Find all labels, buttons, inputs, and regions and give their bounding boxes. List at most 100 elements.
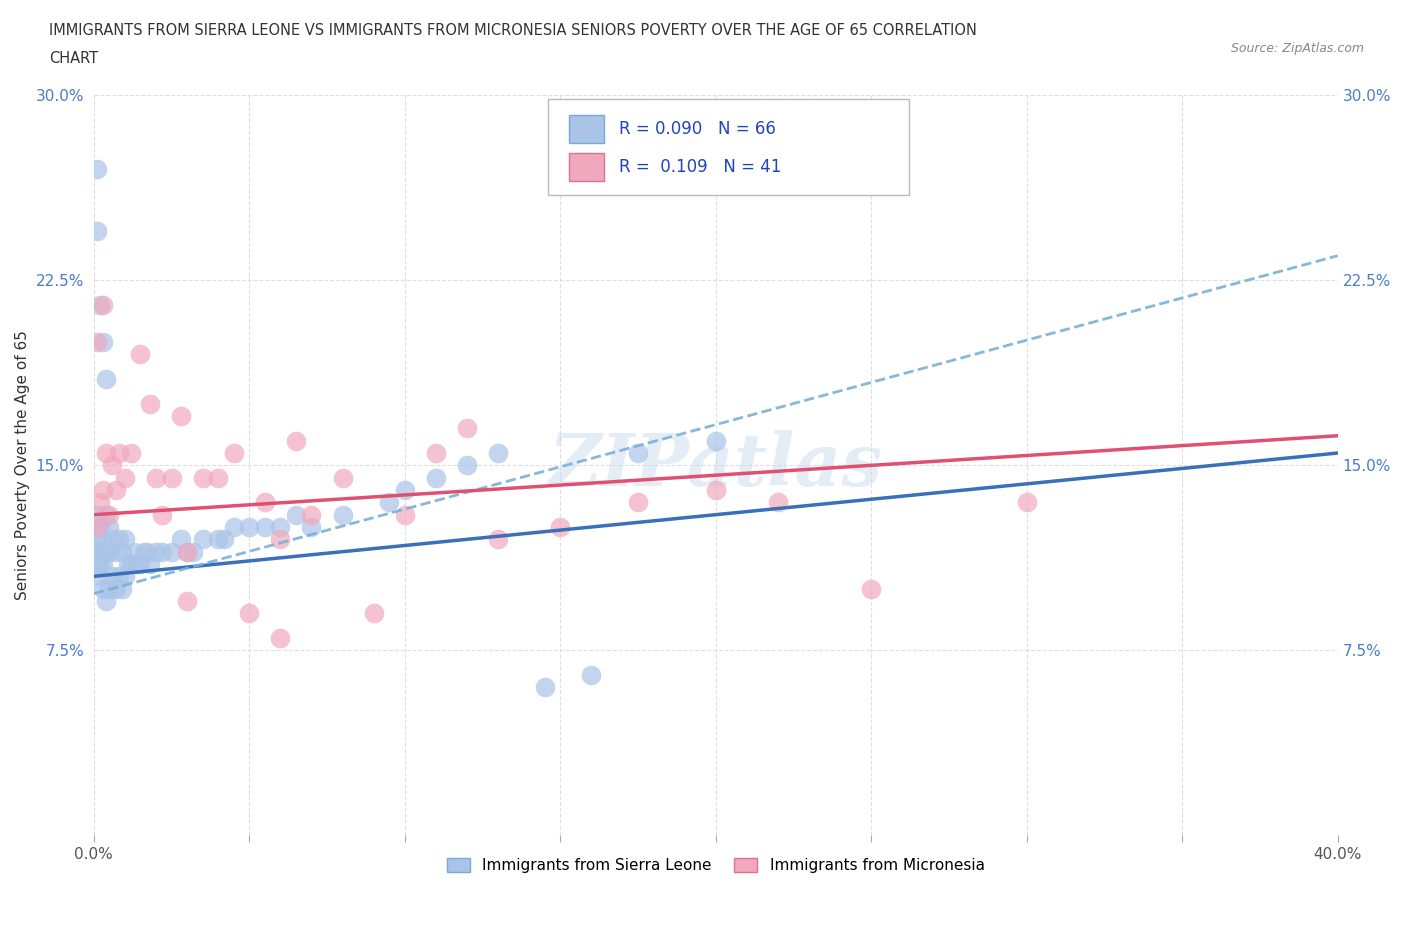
Point: [107, 445, 129, 460]
Point: [207, 471, 229, 485]
Point: [98, 507, 121, 522]
Point: [91, 298, 114, 312]
Point: [627, 495, 650, 510]
Point: [176, 544, 198, 559]
Point: [363, 606, 385, 621]
Point: [91, 483, 114, 498]
Point: [548, 520, 571, 535]
Point: [104, 581, 127, 596]
Point: [101, 458, 124, 472]
Point: [486, 532, 509, 547]
Point: [222, 445, 245, 460]
Point: [122, 544, 145, 559]
Point: [704, 483, 727, 498]
Point: [101, 532, 124, 547]
Point: [139, 556, 162, 571]
Point: [238, 606, 260, 621]
Y-axis label: Seniors Poverty Over the Age of 65: Seniors Poverty Over the Age of 65: [15, 330, 30, 600]
Point: [332, 507, 354, 522]
Point: [89, 544, 111, 559]
Point: [627, 445, 650, 460]
Point: [96, 544, 118, 559]
Point: [98, 520, 121, 535]
Point: [86, 335, 108, 350]
Point: [139, 396, 162, 411]
Point: [238, 520, 260, 535]
Point: [284, 507, 307, 522]
Point: [117, 556, 139, 571]
Point: [132, 544, 155, 559]
Point: [120, 556, 142, 571]
Point: [766, 495, 789, 510]
Point: [120, 445, 142, 460]
Point: [269, 631, 291, 645]
Point: [101, 569, 124, 584]
FancyBboxPatch shape: [548, 100, 908, 195]
Point: [176, 544, 198, 559]
Point: [114, 471, 136, 485]
Point: [98, 581, 121, 596]
Point: [176, 593, 198, 608]
Point: [145, 471, 167, 485]
Point: [89, 569, 111, 584]
Point: [104, 544, 127, 559]
Point: [127, 556, 149, 571]
Point: [114, 569, 136, 584]
Point: [98, 544, 121, 559]
Point: [1015, 495, 1038, 510]
Point: [129, 556, 152, 571]
FancyBboxPatch shape: [569, 153, 603, 181]
Point: [222, 520, 245, 535]
Point: [91, 556, 114, 571]
Point: [135, 544, 157, 559]
Point: [425, 471, 447, 485]
Point: [214, 532, 236, 547]
Point: [96, 507, 118, 522]
Point: [378, 495, 401, 510]
Point: [91, 532, 114, 547]
Point: [253, 520, 276, 535]
Point: [145, 544, 167, 559]
Point: [394, 483, 416, 498]
Point: [96, 372, 118, 387]
Point: [301, 507, 323, 522]
Point: [160, 471, 183, 485]
Point: [86, 532, 108, 547]
Point: [96, 445, 118, 460]
Point: [170, 532, 193, 547]
Point: [284, 433, 307, 448]
Point: [104, 483, 127, 498]
Point: [89, 495, 111, 510]
Point: [91, 581, 114, 596]
Point: [394, 507, 416, 522]
Point: [181, 544, 204, 559]
Point: [150, 544, 173, 559]
Point: [456, 421, 478, 436]
Point: [860, 581, 883, 596]
Point: [89, 520, 111, 535]
Point: [86, 544, 108, 559]
Text: ZIPatlas: ZIPatlas: [548, 430, 883, 501]
Point: [107, 532, 129, 547]
Point: [86, 223, 108, 238]
Point: [533, 680, 555, 695]
Point: [170, 408, 193, 423]
Point: [89, 298, 111, 312]
Point: [456, 458, 478, 472]
Point: [91, 335, 114, 350]
FancyBboxPatch shape: [569, 115, 603, 143]
Point: [111, 581, 134, 596]
Point: [581, 668, 603, 683]
Point: [486, 445, 509, 460]
Point: [86, 507, 108, 522]
Point: [86, 520, 108, 535]
Text: R =  0.109   N = 41: R = 0.109 N = 41: [619, 158, 782, 176]
Point: [86, 520, 108, 535]
Point: [191, 471, 214, 485]
Point: [160, 544, 183, 559]
Point: [704, 433, 727, 448]
Point: [332, 471, 354, 485]
Point: [269, 532, 291, 547]
Point: [107, 569, 129, 584]
Point: [269, 520, 291, 535]
